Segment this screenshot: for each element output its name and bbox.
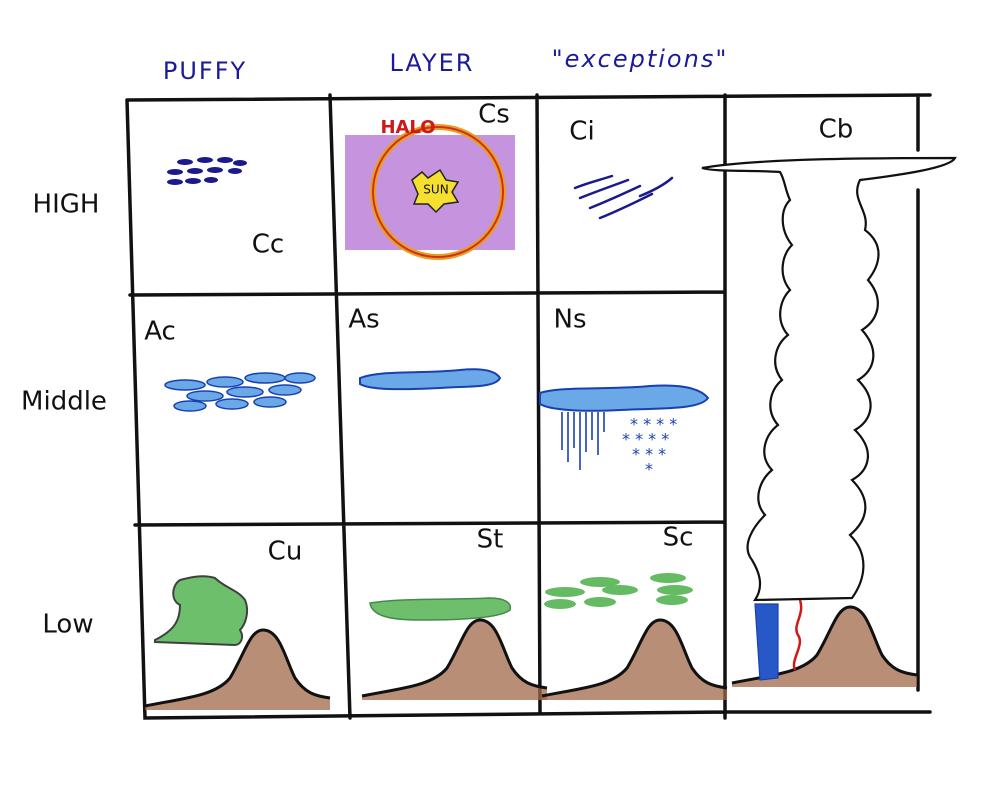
annotation: SUN [423, 183, 448, 197]
cloud-label: Cb [819, 115, 854, 145]
altocumulus [164, 372, 316, 412]
svg-text:* * * *: * * * * [630, 415, 677, 434]
cirrostratus [345, 124, 515, 260]
cirrocumulus [167, 157, 247, 185]
cloud-label: Ac [144, 317, 176, 347]
column-header: LAYER [390, 49, 475, 77]
svg-text:*: * [645, 460, 653, 479]
cloud-label: Ns [554, 305, 587, 335]
cloud-label: Ci [569, 117, 594, 147]
cloud-label: Cs [478, 100, 510, 130]
mountain [540, 618, 729, 702]
mountain [360, 618, 549, 702]
cumulus [154, 575, 249, 647]
cloud-label: St [477, 525, 504, 555]
column-header: PUFFY [163, 57, 247, 85]
cloud-label: Cc [252, 230, 284, 260]
grid [125, 93, 932, 720]
row-label: Low [42, 610, 93, 640]
cumulonimbus [701, 156, 957, 681]
stratus [369, 597, 512, 621]
column-header: "exceptions" [552, 45, 729, 73]
row-label: HIGH [33, 190, 100, 220]
cloud-label: Cu [268, 537, 303, 567]
svg-text:* * * *: * * * * [622, 430, 669, 449]
row-label: Middle [21, 387, 107, 417]
cloud-label: As [348, 305, 379, 335]
stratocumulus [544, 573, 693, 609]
altostratus [359, 368, 502, 391]
cirrus [573, 174, 674, 220]
nimbostratus: * * * ** * * ** * ** [539, 384, 710, 479]
annotation: HALO [380, 117, 435, 138]
svg-text:* * *: * * * [632, 445, 666, 464]
cloud-label: Sc [663, 523, 694, 553]
